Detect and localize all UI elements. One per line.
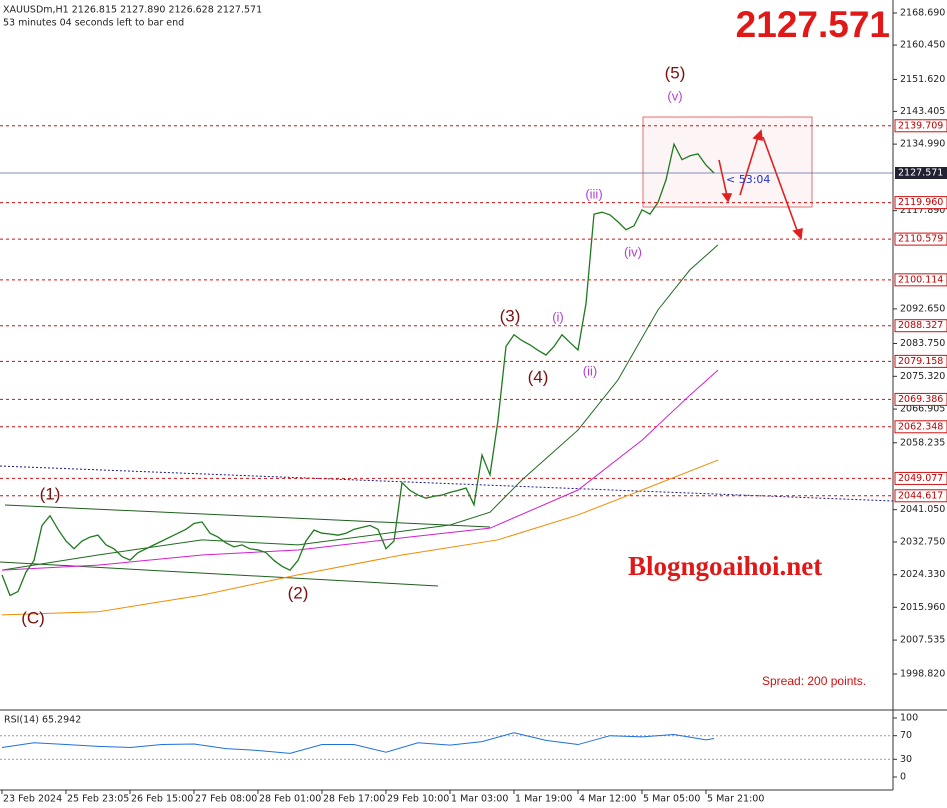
y-tick-label: 2007.535 [900, 635, 945, 646]
moving-average [1, 244, 719, 571]
level-label-bg [894, 471, 947, 485]
moving-average [1, 369, 719, 571]
x-tick-label: 5 Mar 21:00 [707, 794, 764, 805]
x-tick-label: 29 Feb 10:00 [387, 794, 449, 805]
y-tick-label: 2092.650 [900, 303, 945, 314]
y-tick-label: 1998.820 [900, 668, 945, 679]
level-label-bg [894, 319, 947, 333]
rsi-tick-label: 30 [900, 754, 912, 765]
spread: Spread: 200 points. [762, 674, 866, 688]
y-tick-label: 2024.330 [900, 569, 945, 580]
wave-label: (3) [500, 306, 521, 325]
y-tick-label: 2168.690 [900, 7, 945, 18]
rsi-tick-label: 100 [900, 713, 918, 724]
rsi-line [1, 732, 715, 754]
wave-label: (4) [528, 367, 549, 386]
wave-label: (v) [667, 88, 682, 103]
level-label: 2069.386 [898, 394, 943, 405]
y-tick-label: 2075.320 [900, 371, 945, 382]
price-label-bg [895, 166, 947, 179]
wave-label: (1) [40, 484, 61, 503]
level-label: 2044.617 [898, 490, 943, 501]
level-label-bg [894, 196, 947, 210]
level-label: 2100.114 [898, 274, 943, 285]
x-tick-label: 25 Feb 23:05 [67, 794, 129, 805]
level-label-bg [894, 354, 947, 368]
watermark: Blogngoaihoi.net [628, 551, 822, 581]
y-tick-label: 2160.450 [900, 40, 945, 51]
x-tick-label: 4 Mar 12:00 [579, 794, 636, 805]
level-label: 2119.960 [898, 197, 943, 208]
timer-text: 53 minutes 04 seconds left to bar end [3, 18, 184, 29]
rsi-title: RSI(14) 65.2942 [4, 715, 81, 726]
x-tick-label: 28 Feb 17:00 [323, 794, 385, 805]
y-tick-label: 2032.750 [900, 536, 945, 547]
y-tick-label: 2041.050 [900, 504, 945, 515]
rsi-tick-label: 70 [900, 730, 912, 741]
x-tick-label: 1 Mar 19:00 [515, 794, 572, 805]
wave-label: (C) [21, 608, 45, 627]
price-line-series [1, 142, 715, 597]
rsi-tick-label: 0 [900, 772, 906, 783]
trend-line [4, 504, 491, 528]
dotted-line [0, 465, 894, 502]
x-tick-label: 26 Feb 15:00 [131, 794, 193, 805]
wave-label: (2) [288, 583, 309, 602]
wave-label: (iv) [624, 244, 642, 259]
level-label-bg [894, 232, 947, 246]
wave-label: (ii) [583, 363, 597, 378]
big-price: 2127.571 [736, 4, 890, 45]
price-label: 2127.571 [898, 167, 943, 178]
x-tick-label: 1 Mar 03:00 [451, 794, 508, 805]
x-tick-label: 27 Feb 08:00 [195, 794, 257, 805]
level-label: 2062.348 [898, 421, 943, 432]
moving-average [1, 459, 719, 616]
y-tick-label: 2083.750 [900, 338, 945, 349]
header: XAUUSDm,H1 2126.815 2127.890 2126.628 21… [3, 5, 262, 16]
wave-label: (5) [665, 63, 686, 82]
level-label: 2049.077 [898, 473, 943, 484]
y-tick-label: 2066.905 [900, 404, 945, 415]
level-label: 2110.579 [898, 234, 943, 245]
level-label-bg [894, 420, 947, 434]
y-tick-label: 2134.990 [900, 139, 945, 150]
level-label-bg [894, 489, 947, 503]
y-tick-label: 2015.960 [900, 602, 945, 613]
level-label: 2079.158 [898, 356, 943, 367]
level-label-bg [894, 119, 947, 133]
level-label: 2139.709 [898, 120, 943, 131]
forecast-arrows [718, 129, 803, 240]
wave-label: (i) [552, 309, 564, 324]
x-tick-label: 23 Feb 2024 [3, 794, 62, 805]
y-tick-label: 2058.235 [900, 437, 945, 448]
x-tick-label: 5 Mar 05:00 [643, 794, 700, 805]
level-label: 2088.327 [898, 320, 943, 331]
y-tick-label: 2143.405 [900, 106, 945, 117]
x-tick-label: 28 Feb 01:00 [259, 794, 321, 805]
y-tick-label: 2151.620 [900, 74, 945, 85]
wave-label: (iii) [585, 186, 602, 201]
countdown: < 53:04 [726, 173, 770, 186]
y-tick-label: 2117.890 [900, 205, 945, 216]
level-label-bg [894, 392, 947, 406]
level-label-bg [894, 273, 947, 287]
